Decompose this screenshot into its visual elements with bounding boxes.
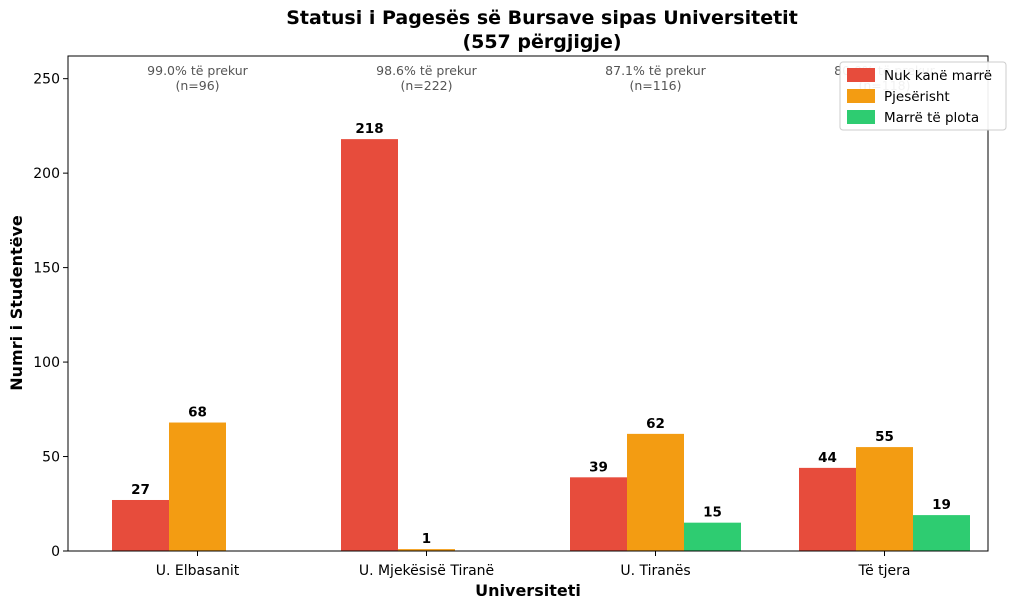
data-label: 39 — [589, 459, 608, 475]
legend-box — [839, 61, 1007, 131]
legend-swatch — [847, 89, 875, 103]
bar — [684, 522, 741, 551]
x-axis-ticks: U. Elbasanit U. Mjekësisë Tiranë U. Tiranë… — [156, 551, 911, 579]
y-tick-label: 150 — [33, 261, 60, 277]
bar — [398, 549, 455, 551]
bar — [341, 139, 398, 552]
annotation-count: (n=222) — [400, 78, 452, 93]
x-tick-label: U. Elbasanit — [156, 563, 240, 579]
y-axis-ticks: 0 50 100 150 200 250 — [33, 72, 68, 560]
annotation-affected: 99.0% të prekur — [147, 63, 249, 78]
x-tick-label: U. Mjekësisë Tiranë — [359, 563, 494, 579]
data-label: 15 — [703, 505, 722, 521]
legend-swatch — [847, 68, 875, 82]
bars — [112, 139, 970, 552]
legend-label: Nuk kanë marrë — [884, 68, 992, 84]
data-label: 19 — [932, 497, 951, 513]
bar — [856, 447, 913, 551]
data-label: 44 — [818, 450, 837, 466]
legend-label: Pjesërisht — [884, 89, 950, 105]
chart-title: Statusi i Pagesës së Bursave sipas Unive… — [286, 7, 798, 29]
legend-label: Marrë të plota — [884, 110, 979, 126]
data-label: 55 — [875, 429, 894, 445]
chart-subtitle: (557 përgjigje) — [462, 31, 621, 53]
annotation-affected: 98.6% të prekur — [376, 63, 478, 78]
x-tick-label: U. Tiranës — [620, 563, 690, 579]
legend-swatch — [847, 110, 875, 124]
y-tick-label: 50 — [42, 450, 60, 466]
data-label: 62 — [646, 416, 665, 432]
bar — [799, 467, 856, 551]
bar — [169, 422, 226, 551]
annotations: 99.0% të prekur(n=96) 98.6% të prekur(n=2… — [147, 63, 936, 93]
y-tick-label: 0 — [51, 544, 60, 560]
data-label: 218 — [355, 121, 383, 137]
y-axis-label: Numri i Studentëve — [7, 215, 26, 391]
data-label: 27 — [131, 482, 150, 498]
bar — [627, 433, 684, 551]
legend-items: Nuk kanë marrë Pjesërisht Marrë të plota — [847, 68, 992, 126]
annotation-count: (n=116) — [629, 78, 681, 93]
y-tick-label: 100 — [33, 355, 60, 371]
bar — [112, 499, 169, 551]
y-tick-label: 250 — [33, 72, 60, 88]
bar — [570, 477, 627, 551]
data-labels: 27 68 218 1 39 62 15 44 55 19 — [131, 121, 951, 547]
y-tick-label: 200 — [33, 166, 60, 182]
data-label: 1 — [422, 531, 431, 547]
bar — [913, 515, 970, 551]
data-label: 68 — [188, 405, 207, 421]
annotation-count: (n=96) — [175, 78, 219, 93]
annotation-affected: 87.1% të prekur — [605, 63, 707, 78]
legend: Nuk kanë marrë Pjesërisht Marrë të plota — [839, 61, 1007, 131]
x-axis-label: Universiteti — [475, 581, 581, 600]
x-tick-label: Të tjera — [858, 563, 911, 579]
plot-frame — [67, 55, 989, 552]
